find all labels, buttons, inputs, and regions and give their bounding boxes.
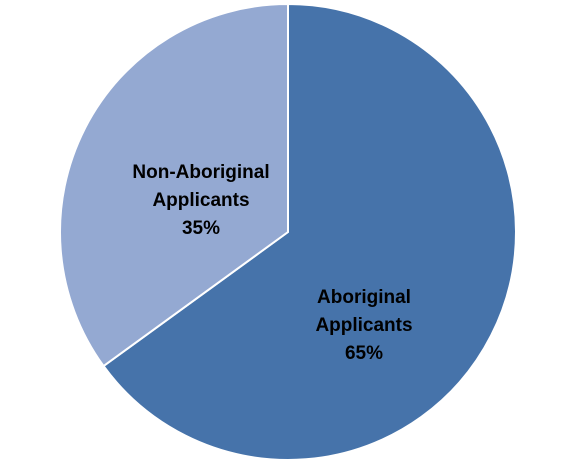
pie-slice-aboriginal	[102, 2, 517, 461]
slice-label-non-aboriginal-percent: 35%	[182, 218, 220, 239]
slice-label-aboriginal-line-1: Aboriginal	[317, 287, 411, 308]
pie-slices	[59, 2, 517, 461]
slice-label-non-aboriginal-line-1: Non-Aboriginal	[132, 162, 269, 183]
slice-label-aboriginal-line-2: Applicants	[315, 315, 412, 336]
pie-slice-non-aboriginal	[59, 2, 289, 368]
slice-label-non-aboriginal-line-2: Applicants	[152, 190, 249, 211]
slice-label-aboriginal-percent: 65%	[345, 343, 383, 364]
